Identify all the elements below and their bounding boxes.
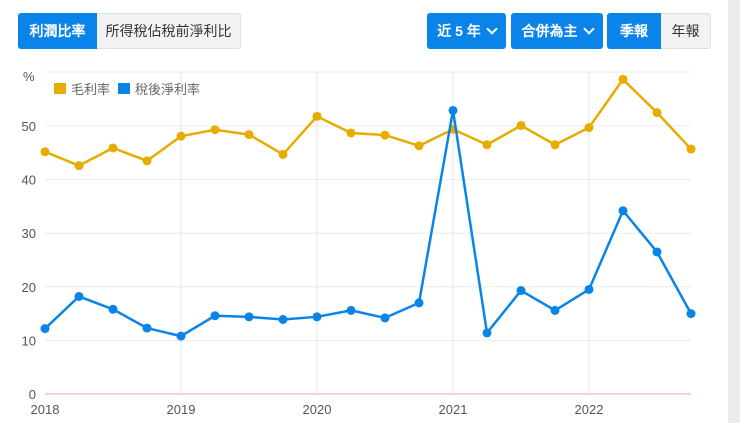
x-tick-label: 2022 (575, 402, 604, 417)
data-point (176, 131, 186, 141)
y-tick-label: 40 (22, 173, 36, 188)
data-point (652, 247, 662, 257)
x-tick-label: 2020 (303, 402, 332, 417)
series-line (44, 109, 693, 338)
tab-tax-ratio[interactable]: 所得稅佔稅前淨利比 (97, 13, 241, 49)
data-point (414, 141, 424, 151)
x-tick-label: 2018 (31, 402, 60, 417)
data-point (346, 305, 356, 315)
data-point (40, 147, 50, 157)
data-point (618, 74, 628, 84)
frequency-toggle: 季報 年報 (607, 13, 711, 49)
legend-swatch (118, 83, 130, 94)
series-line (44, 78, 692, 167)
y-tick-label: 50 (22, 119, 36, 134)
page-scrollbar[interactable] (728, 0, 740, 423)
data-point (584, 284, 594, 294)
data-point (482, 328, 492, 338)
tab-profit-ratio[interactable]: 利潤比率 (18, 13, 97, 49)
data-point (482, 140, 492, 150)
y-tick-label: 0 (29, 387, 36, 402)
ratio-tab-group: 利潤比率 所得稅佔稅前淨利比 (18, 13, 241, 49)
chart-lines (40, 74, 696, 341)
data-point (244, 130, 254, 140)
chart-axes: 0 10 20 30 40 50 2018 2019 2020 2021 2022% (22, 69, 604, 417)
consolidation-dropdown-label: 合併為主 (521, 23, 578, 39)
data-point (278, 314, 288, 324)
period-dropdown-button[interactable]: 近 5 年 (427, 13, 506, 49)
data-point (448, 105, 458, 115)
period-dropdown-label: 近 5 年 (437, 23, 481, 39)
data-point (618, 206, 628, 216)
legend-label: 稅後淨利率 (135, 82, 200, 97)
data-point (142, 323, 152, 333)
y-tick-label: 20 (22, 280, 36, 295)
chevron-down-icon (486, 23, 498, 35)
data-point (584, 123, 594, 133)
data-point (108, 143, 118, 153)
data-point (278, 149, 288, 159)
data-point (550, 305, 560, 315)
data-point (346, 128, 356, 138)
tab-quarterly[interactable]: 季報 (607, 13, 661, 49)
data-point (244, 312, 254, 322)
legend-swatch (54, 83, 66, 94)
data-point (516, 120, 526, 130)
consolidation-dropdown[interactable]: 合併為主 (511, 13, 603, 49)
data-point (516, 286, 526, 296)
data-point (380, 130, 390, 140)
data-point (40, 324, 50, 334)
data-point (176, 331, 186, 341)
data-point (312, 111, 322, 121)
x-tick-label: 2021 (439, 402, 468, 417)
y-tick-label: 10 (22, 333, 36, 348)
data-point (108, 304, 118, 314)
chart-legend: 毛利率 稅後淨利率 (54, 82, 200, 97)
x-tick-label: 2019 (167, 402, 196, 417)
y-tick-label: 30 (22, 226, 36, 241)
chart-grid (45, 71, 691, 395)
period-dropdown[interactable]: 近 5 年 (427, 13, 506, 49)
data-point (210, 311, 220, 321)
consolidation-dropdown-button[interactable]: 合併為主 (511, 13, 603, 49)
data-point (74, 291, 84, 301)
data-point (142, 156, 152, 166)
data-point (550, 140, 560, 150)
y-axis-unit: % (23, 69, 35, 84)
legend-label: 毛利率 (71, 82, 110, 97)
data-point (686, 309, 696, 319)
chevron-down-icon (582, 23, 595, 35)
data-point (380, 313, 390, 323)
data-point (312, 312, 322, 322)
data-point (686, 144, 696, 154)
data-point (414, 298, 424, 308)
data-point (652, 108, 662, 118)
data-point (210, 125, 220, 135)
data-point (448, 124, 458, 134)
tab-annual[interactable]: 年報 (661, 13, 711, 49)
data-point (74, 161, 84, 171)
